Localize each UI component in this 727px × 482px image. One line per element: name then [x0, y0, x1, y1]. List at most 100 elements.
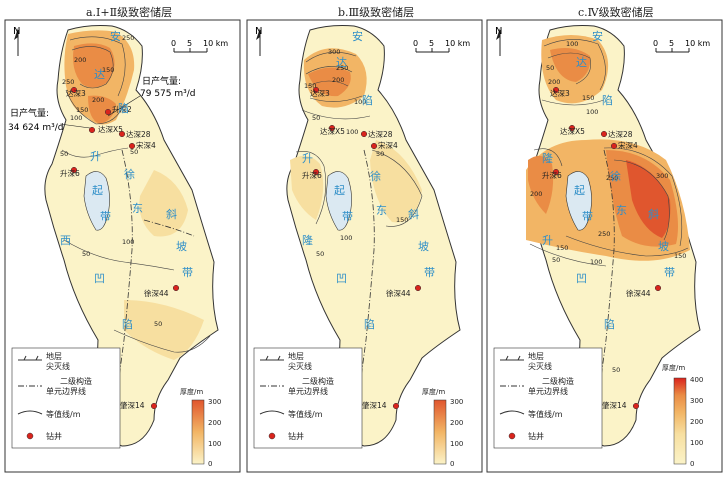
gas-annotation-1-line2: 79 575 m³/d: [140, 89, 195, 99]
svg-text:200: 200: [74, 56, 86, 64]
svg-text:隆: 隆: [302, 233, 313, 247]
svg-text:单元边界线: 单元边界线: [528, 386, 568, 396]
svg-text:凹: 凹: [576, 272, 587, 285]
svg-text:钻井: 钻井: [528, 431, 544, 441]
thick-zone-light-2: [124, 300, 204, 360]
svg-text:200: 200: [92, 96, 104, 104]
svg-text:厚度/m: 厚度/m: [180, 387, 203, 396]
svg-text:100: 100: [590, 258, 602, 266]
svg-text:地层: 地层: [288, 351, 304, 361]
svg-text:肇深14: 肇深14: [120, 400, 145, 410]
svg-text:东: 东: [376, 204, 387, 217]
svg-text:陷: 陷: [118, 101, 129, 115]
svg-text:5: 5: [669, 39, 674, 48]
contour-labels: 100 50 200 150 100 200 250 300 150 250 5…: [530, 40, 686, 374]
thick-zone-orange: [73, 43, 115, 88]
svg-text:起: 起: [334, 184, 345, 197]
uplift-lake: [325, 171, 352, 231]
svg-text:安: 安: [352, 29, 363, 43]
north-arrow-icon: N: [13, 26, 20, 56]
svg-text:200: 200: [530, 190, 542, 198]
svg-text:陷: 陷: [604, 317, 615, 331]
svg-text:300: 300: [690, 397, 703, 405]
svg-text:西: 西: [60, 234, 71, 247]
svg-text:0: 0: [653, 39, 658, 48]
svg-text:50: 50: [130, 148, 138, 156]
svg-text:50: 50: [60, 150, 68, 158]
svg-text:达深28: 达深28: [368, 129, 393, 139]
svg-text:100: 100: [346, 128, 358, 136]
region-labels: 安 达 陷 徐 东 斜 隆 起 带 凹 陷 坡 带 升: [542, 29, 675, 331]
svg-text:凹: 凹: [94, 272, 105, 285]
gas-annotation-2-line1: 日产气量:: [10, 107, 49, 119]
contour-labels: 250 200 150 250 200 150 100 50 50 50 100…: [60, 34, 162, 328]
structural-boundary: [597, 149, 615, 401]
svg-text:0: 0: [413, 39, 418, 48]
svg-text:10 km: 10 km: [445, 39, 470, 48]
svg-text:东: 东: [132, 202, 143, 215]
svg-text:50: 50: [312, 114, 320, 122]
svg-text:150: 150: [582, 94, 594, 102]
uplift-lake: [565, 171, 592, 231]
svg-text:50: 50: [376, 150, 384, 158]
svg-text:200: 200: [690, 418, 703, 426]
svg-text:升深6: 升深6: [542, 171, 562, 180]
svg-text:单元边界线: 单元边界线: [288, 386, 328, 396]
legend: 地层 尖灭线 二级构造 单元边界线 等值线/m 钻井: [493, 347, 603, 449]
svg-text:升: 升: [90, 150, 101, 163]
svg-text:钻井: 钻井: [288, 431, 304, 441]
svg-text:凹: 凹: [336, 272, 347, 285]
panel-a: a.Ⅰ+Ⅱ级致密储层 N 0 5 10 km: [4, 0, 241, 482]
svg-text:0: 0: [690, 460, 694, 468]
svg-text:200: 200: [332, 76, 344, 84]
svg-text:250: 250: [122, 34, 134, 42]
thick-zone-deep: [550, 48, 591, 82]
svg-text:达深28: 达深28: [608, 129, 633, 139]
colorbar: 厚度/m 300 200 100 0: [180, 387, 221, 468]
svg-text:尖灭线: 尖灭线: [288, 361, 312, 371]
svg-text:坡: 坡: [658, 240, 669, 253]
svg-text:宋深4: 宋深4: [378, 140, 398, 150]
svg-text:二级构造: 二级构造: [302, 376, 334, 386]
svg-text:斜: 斜: [648, 208, 659, 221]
svg-text:宋深4: 宋深4: [618, 140, 638, 150]
svg-text:宋深4: 宋深4: [136, 140, 156, 150]
svg-text:尖灭线: 尖灭线: [528, 361, 552, 371]
svg-text:100: 100: [122, 238, 134, 246]
panel-b-title: b.Ⅲ级致密储层: [338, 6, 415, 19]
svg-text:达: 达: [576, 56, 587, 69]
svg-text:50: 50: [316, 250, 324, 258]
svg-text:徐深44: 徐深44: [386, 288, 411, 298]
svg-text:徐: 徐: [124, 167, 135, 181]
svg-text:400: 400: [690, 376, 703, 384]
svg-text:达深28: 达深28: [126, 129, 151, 139]
svg-text:地层: 地层: [528, 351, 544, 361]
svg-text:陷: 陷: [364, 317, 375, 331]
svg-text:300: 300: [328, 48, 340, 56]
svg-text:安: 安: [110, 29, 121, 43]
svg-text:隆: 隆: [542, 151, 553, 165]
svg-text:达深3: 达深3: [310, 88, 330, 98]
region-labels: 安 达 陷 徐 东 斜 起 带 西 凹 陷 坡 带 升: [60, 29, 193, 331]
panel-b-map: N 0 5 10 km 300 250 20: [246, 19, 483, 473]
svg-text:100: 100: [690, 439, 703, 447]
svg-text:150: 150: [674, 252, 686, 260]
svg-text:带: 带: [664, 266, 675, 279]
svg-text:徐深44: 徐深44: [626, 288, 651, 298]
svg-text:升: 升: [542, 234, 553, 247]
svg-text:陷: 陷: [362, 93, 373, 107]
svg-text:等值线/m: 等值线/m: [528, 409, 563, 419]
svg-text:东: 东: [616, 204, 627, 217]
svg-text:50: 50: [552, 256, 560, 264]
uplift-lake: [83, 171, 110, 231]
svg-text:带: 带: [582, 210, 593, 223]
north-arrow-icon: N: [495, 26, 502, 56]
svg-text:300: 300: [208, 398, 221, 406]
svg-text:150: 150: [102, 66, 114, 74]
svg-text:达: 达: [94, 68, 105, 81]
panel-c-title: c.Ⅳ级致密储层: [578, 6, 654, 19]
svg-text:100: 100: [566, 40, 578, 48]
thick-zone-orange-2: [88, 95, 116, 124]
svg-text:100: 100: [208, 440, 221, 448]
panel-b: b.Ⅲ级致密储层 N 0 5 10 km: [246, 0, 483, 482]
